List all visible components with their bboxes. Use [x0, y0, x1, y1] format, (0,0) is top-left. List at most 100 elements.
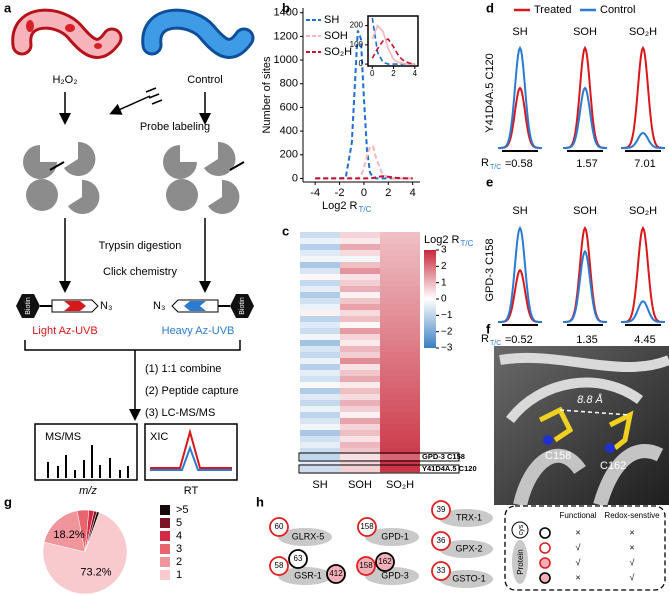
heat-cell [300, 400, 340, 407]
ratio-value: 0.52 [511, 334, 532, 346]
ratio-value: 4.45 [634, 334, 655, 346]
heat-cell [380, 412, 420, 419]
heat-cell [300, 388, 340, 395]
protein-name: GPD-3 [381, 570, 409, 580]
heat-cell [340, 316, 380, 323]
heat-cell [340, 424, 380, 431]
heat-cell [340, 304, 380, 311]
heat-cell [300, 352, 340, 359]
proteins-left [23, 141, 100, 214]
heat-cell [380, 436, 420, 443]
heat-cell [380, 310, 420, 317]
heat-cell [380, 346, 420, 353]
azide: N₃ [153, 300, 165, 312]
series-line [315, 30, 413, 180]
site-number: 412 [329, 569, 343, 578]
protein-name: TRX-1 [456, 512, 482, 522]
heat-cell [380, 358, 420, 365]
pie-label: 18.2% [53, 529, 84, 541]
heat-cell [380, 238, 420, 245]
y-tick-label: 800 [280, 78, 298, 90]
legend-mark: √ [576, 557, 581, 567]
step-label: Probe labeling [140, 121, 210, 133]
panel-label: c [282, 223, 289, 238]
site-number: 158 [360, 522, 374, 531]
ms-title: MS/MS [45, 431, 81, 443]
legend-mark: × [575, 572, 580, 582]
protein [365, 567, 419, 585]
x-tick-label: 4 [413, 69, 418, 78]
legend-mark: × [629, 527, 634, 537]
heat-cell [340, 346, 380, 353]
legend-site [539, 527, 551, 539]
heat-cell [340, 280, 380, 287]
heat-cell [340, 448, 380, 455]
ribbon [499, 352, 669, 424]
heat-cell [300, 280, 340, 287]
heat-cell [340, 328, 380, 335]
cys-site [511, 521, 529, 539]
pie-slice [42, 512, 128, 595]
y-tick-label: 200 [350, 21, 364, 30]
pie-label: 73.2% [80, 566, 111, 578]
step: (2) Peptide capture [145, 385, 239, 397]
peak [621, 300, 665, 323]
heat-cell [300, 346, 340, 353]
legend-mark: × [575, 527, 580, 537]
heat-cell [300, 286, 340, 293]
heat-cell [300, 328, 340, 335]
cys-site [431, 531, 451, 551]
cys-site [357, 517, 377, 537]
heat-cell [300, 466, 340, 473]
heat-cell [340, 274, 380, 281]
panel-label: a [4, 0, 12, 15]
heat-cell [300, 334, 340, 341]
heat-cell [300, 292, 340, 299]
ratio-value: 1.57 [576, 158, 597, 170]
heat-cell [340, 388, 380, 395]
heat-cell [380, 232, 420, 239]
peak [563, 86, 607, 149]
x-tick-label: -4 [310, 187, 320, 199]
y-tick-label: 400 [280, 125, 298, 137]
probe-tag [64, 301, 86, 311]
heat-cell [300, 274, 340, 281]
ratio-label: R [481, 333, 489, 345]
column-label: SH [512, 205, 527, 217]
series-line [315, 175, 413, 180]
probe-icon [49, 161, 245, 171]
biotin-label: Biotin [239, 297, 246, 315]
heat-cell [380, 364, 420, 371]
heat-cell [380, 460, 420, 467]
heat-cell [340, 418, 380, 425]
panel-label: b [282, 0, 290, 15]
heat-cell [380, 400, 420, 407]
legend-swatch [160, 518, 170, 528]
site-number: 36 [437, 536, 446, 545]
legend-column: Redox-senstive [604, 511, 660, 520]
panel-label: e [486, 174, 493, 189]
heat-cell [340, 364, 380, 371]
heat-cell [380, 334, 420, 341]
heat-cell [340, 382, 380, 389]
heat-cell [340, 334, 380, 341]
legend-swatch [160, 544, 170, 554]
legend-label: 4 [176, 530, 182, 542]
colorbar-tick-label: −3 [441, 343, 453, 354]
legend-site [539, 542, 551, 554]
heat-cell [300, 238, 340, 245]
heat-cell [300, 460, 340, 467]
legend-swatch [160, 531, 170, 541]
legend-column: Functional [560, 511, 597, 520]
column-label: SOH [573, 205, 597, 217]
heat-cell [300, 436, 340, 443]
heat-cell [380, 244, 420, 251]
colorbar-tick-label: 1 [441, 277, 447, 288]
heat-cell [380, 424, 420, 431]
heat-cell [300, 376, 340, 383]
row-label: Y41D4A.5 C120 [484, 53, 496, 133]
heat-cell [340, 292, 380, 299]
sticks [538, 406, 634, 450]
heat-cell [300, 454, 340, 461]
